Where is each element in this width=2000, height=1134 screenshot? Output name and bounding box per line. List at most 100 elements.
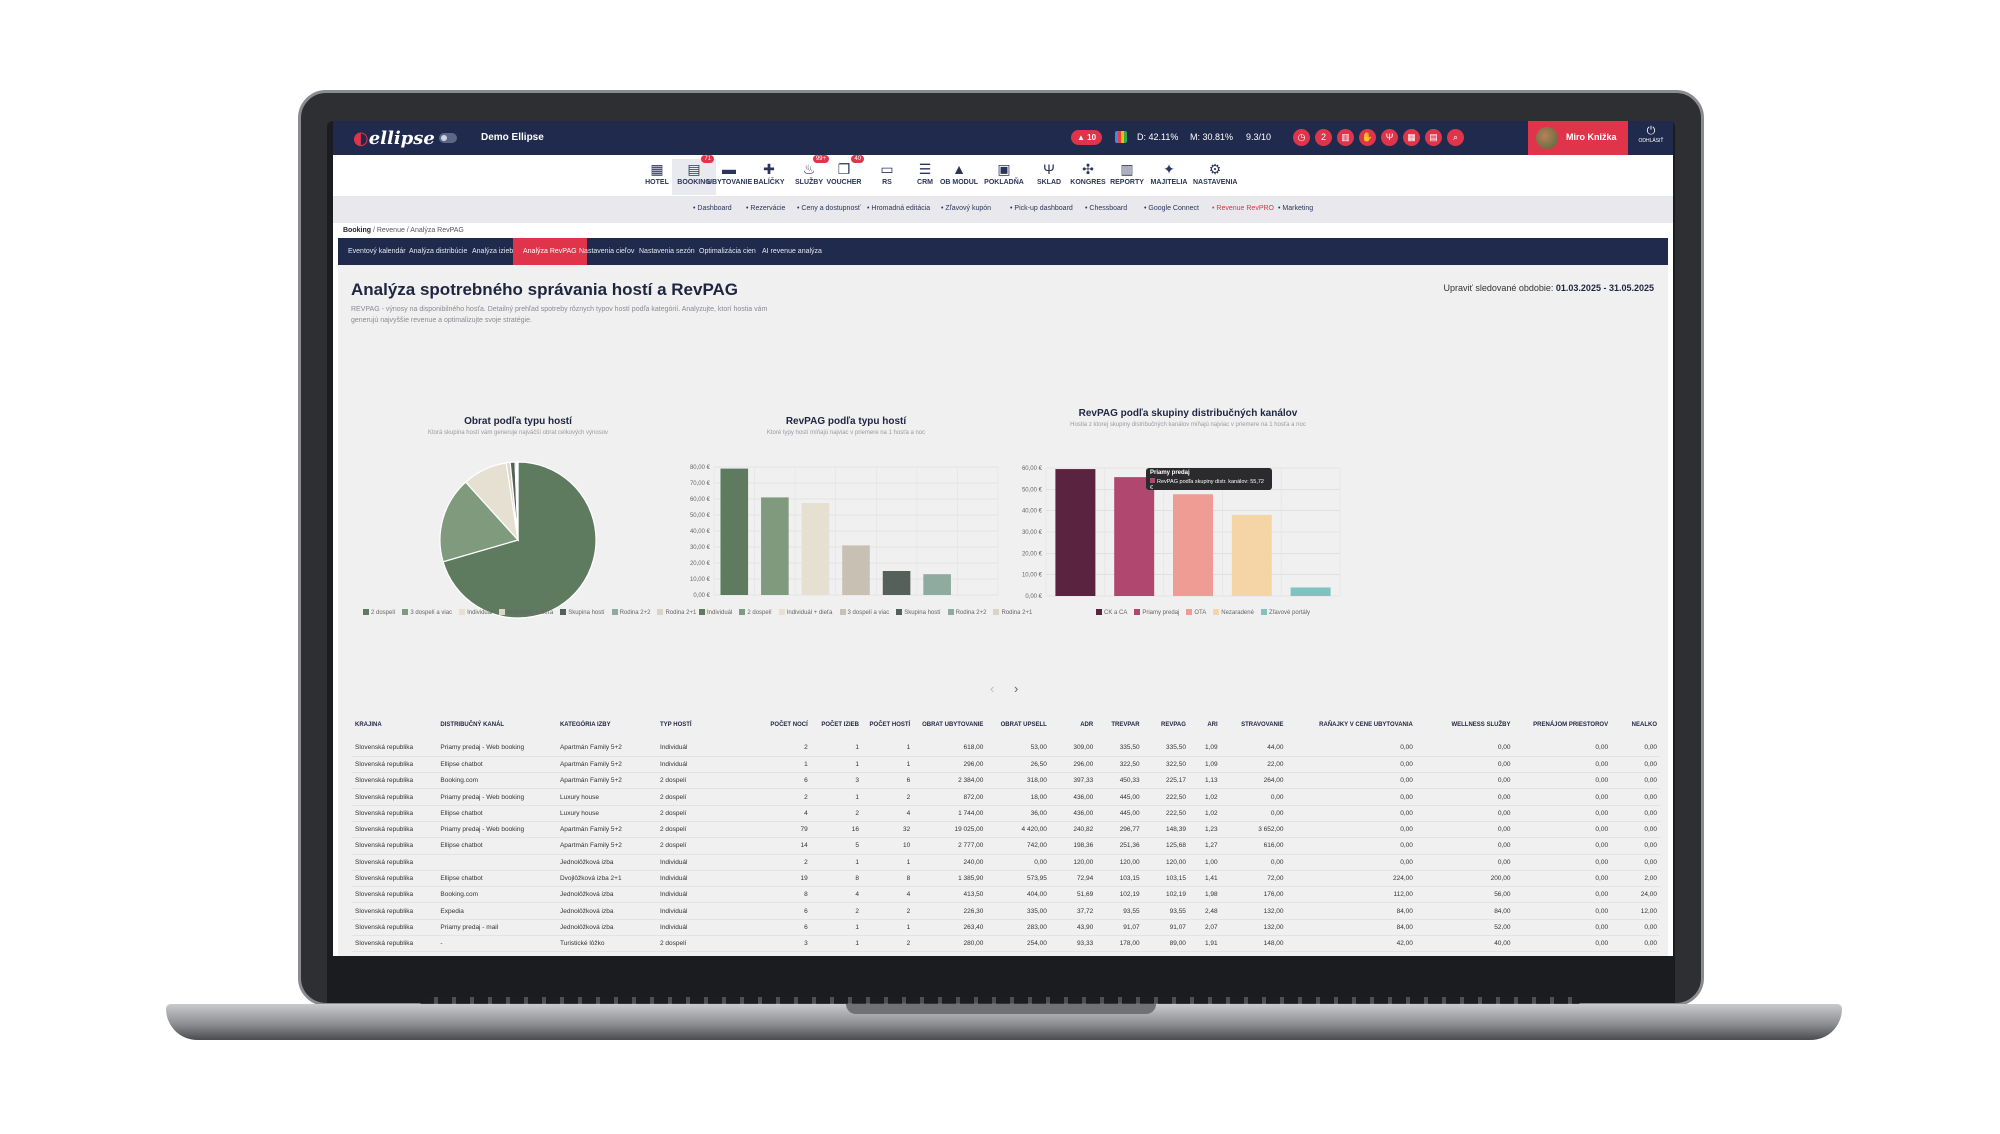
legend-item[interactable]: Zľavové portály [1260, 609, 1310, 616]
nav-voucher[interactable]: ❐ VOUCHER 40 [822, 155, 866, 195]
column-header[interactable]: PRENÁJOM PRIESTOROV [1533, 721, 1609, 728]
legend-item[interactable]: Rodina 2+2 [611, 609, 650, 616]
column-header[interactable]: DISTRIBUČNÝ KANÁL [440, 721, 505, 728]
legend-item[interactable]: Skupina hostí [560, 609, 605, 616]
nav-majitelia[interactable]: ✦ MAJITELIA [1147, 159, 1191, 195]
subnav-item[interactable]: • Marketing [1278, 205, 1314, 212]
legend-item[interactable]: Rodina 2+1 [657, 609, 696, 616]
legend-item[interactable]: Individuál + dieťa [499, 609, 553, 616]
nav-balíčky[interactable]: ✚ BALÍČKY [747, 159, 791, 195]
subnav-item[interactable]: • Dashboard [693, 205, 732, 212]
bar[interactable] [923, 574, 951, 595]
table-row[interactable]: Slovenská republika Priamy predaj - mail J… [352, 919, 1660, 937]
subnav-item[interactable]: • Hromadná editácia [867, 205, 931, 212]
subnav-item[interactable]: • Chessboard [1085, 205, 1128, 212]
table-row[interactable]: Slovenská republika Booking.com Jednolôžko… [352, 886, 1660, 904]
column-header[interactable]: RAŇAJKY V CENE UBYTOVANIA [1319, 721, 1413, 728]
column-header[interactable]: POČET IZIEB [821, 721, 859, 728]
nav-pokladňa[interactable]: ▣ POKLADŇA [982, 159, 1026, 195]
tab-5[interactable]: Nastavenia sezón [639, 248, 695, 255]
column-header[interactable]: KRAJINA [355, 721, 382, 728]
period-selector[interactable]: Upraviť sledované obdobie: 01.03.2025 - … [1443, 283, 1654, 293]
tab-1[interactable]: Analýza distribúcie [409, 248, 468, 255]
ellipse-logo[interactable]: ◐ellipse [353, 128, 435, 149]
nav-crm[interactable]: ☰ CRM [903, 159, 947, 195]
column-header[interactable]: TREVPAR [1111, 721, 1140, 728]
nav-nastavenia[interactable]: ⚙ NASTAVENIA [1193, 161, 1238, 186]
restaurant-icon[interactable]: Ψ [1381, 129, 1398, 146]
legend-item[interactable]: CK a CA [1096, 609, 1127, 616]
table-row[interactable]: Slovenská republika - Turistické lôžko 2 do… [352, 935, 1660, 953]
bar[interactable] [801, 503, 830, 595]
table-row[interactable]: Slovenská republika Ellipse chatbot Dvojlô… [352, 870, 1660, 888]
nav-kongres[interactable]: ✣ KONGRES [1066, 159, 1110, 195]
bar[interactable] [1231, 514, 1272, 596]
nav-ubytovanie[interactable]: ▬ UBYTOVANIE [707, 161, 753, 186]
legend-item[interactable]: 3 dospelí a viac [402, 609, 452, 616]
tab-0[interactable]: Eventový kalendár [348, 248, 406, 255]
subnav-item[interactable]: • Zľavový kupón [941, 205, 992, 212]
tab-3[interactable]: Analýza RevPAG [513, 238, 587, 265]
nav-služby[interactable]: ♨ SLUŽBY 99+ [787, 155, 831, 195]
document-icon[interactable]: ▤ [1425, 129, 1442, 146]
tab-7[interactable]: AI revenue analýza [762, 248, 822, 255]
table-row[interactable]: Slovenská republika Ellipse chatbot Luxury… [352, 805, 1660, 822]
column-header[interactable]: OBRAT UPSELL [1000, 721, 1047, 728]
mode-toggle[interactable] [439, 133, 457, 143]
subnav-item[interactable]: • Pick-up dashboard [1010, 205, 1073, 212]
column-header[interactable]: TYP HOSTÍ [660, 721, 692, 728]
hand-icon[interactable]: ✋ [1359, 129, 1376, 146]
grid-icon[interactable]: ▦ [1403, 129, 1420, 146]
nav-ob modul[interactable]: ▲ OB MODUL [937, 159, 981, 195]
pie-slice[interactable] [439, 481, 520, 563]
chart-icon[interactable]: ▥ [1337, 129, 1354, 146]
legend-item[interactable]: Individuál + dieťa [778, 609, 833, 616]
carousel-prev-button[interactable]: ‹ [990, 681, 995, 696]
subnav-item[interactable]: • Ceny a dostupnosť [797, 205, 861, 212]
column-header[interactable]: NEALKO [1631, 721, 1657, 728]
legend-item[interactable]: Individuál [699, 609, 732, 616]
pie-slice[interactable] [442, 461, 597, 619]
user-menu[interactable]: Miro Knižka [1528, 121, 1628, 155]
column-header[interactable]: ADR [1080, 721, 1094, 728]
column-header[interactable]: WELLNESS SLUŽBY [1451, 721, 1511, 728]
column-header[interactable]: POČET HOSTÍ [869, 721, 911, 728]
subnav-item[interactable]: • Google Connect [1144, 205, 1199, 212]
legend-item[interactable]: Rodina 2+2 [947, 609, 986, 616]
bar[interactable] [1290, 587, 1331, 596]
bar[interactable] [842, 545, 870, 595]
legend-item[interactable]: OTA [1186, 609, 1206, 616]
nav-booking[interactable]: ▤ BOOKING 71 [672, 155, 716, 195]
bar[interactable] [882, 571, 911, 595]
legend-item[interactable]: Individuál [459, 609, 492, 616]
table-row[interactable]: Slovenská republika Ellipse chatbot Apartm… [352, 837, 1660, 855]
breadcrumb-root[interactable]: Booking [343, 227, 371, 234]
column-header[interactable]: KATEGÓRIA IZBY [559, 721, 611, 728]
legend-item[interactable]: Nezaradené [1213, 609, 1254, 616]
legend-item[interactable]: 2 dospelí [363, 609, 395, 616]
legend-item[interactable]: Skupina hostí [896, 609, 941, 616]
legend-item[interactable]: Rodina 2+1 [993, 609, 1032, 616]
bar[interactable] [1173, 494, 1213, 596]
column-header[interactable]: ARI [1207, 721, 1218, 728]
bar[interactable] [761, 497, 789, 595]
bar[interactable] [1055, 469, 1096, 596]
subnav-item[interactable]: • Rezervácie [746, 205, 786, 212]
google-icon[interactable] [1115, 131, 1127, 143]
bar[interactable] [720, 468, 749, 595]
tab-2[interactable]: Analýza izieb [472, 248, 514, 255]
table-row[interactable]: Slovenská republika Priamy predaj - Web b… [352, 740, 1660, 757]
logout-button[interactable]: ⏻ ODHLÁSIŤ [1629, 121, 1673, 155]
legend-item[interactable] [703, 609, 711, 616]
tab-6[interactable]: Optimalizácia cien [699, 248, 756, 255]
nav-rs[interactable]: ▭ RS [865, 159, 909, 195]
calendar-icon[interactable]: ◷ [1293, 129, 1310, 146]
alerts-badge[interactable]: ▲ 10 [1071, 130, 1103, 145]
table-row[interactable]: Slovenská republika Booking.com Apartmán F… [352, 772, 1660, 790]
table-row[interactable]: Slovenská republika Jednolôžková izba Indi… [352, 854, 1660, 871]
subnav-item[interactable]: • Revenue RevPRO [1212, 205, 1274, 212]
tab-4[interactable]: Nastavenia cieľov [579, 248, 635, 255]
nav-reporty[interactable]: ▥ REPORTY [1105, 159, 1149, 195]
carousel-next-button[interactable]: › [1014, 681, 1019, 696]
column-header[interactable]: POČET NOCÍ [770, 721, 808, 728]
